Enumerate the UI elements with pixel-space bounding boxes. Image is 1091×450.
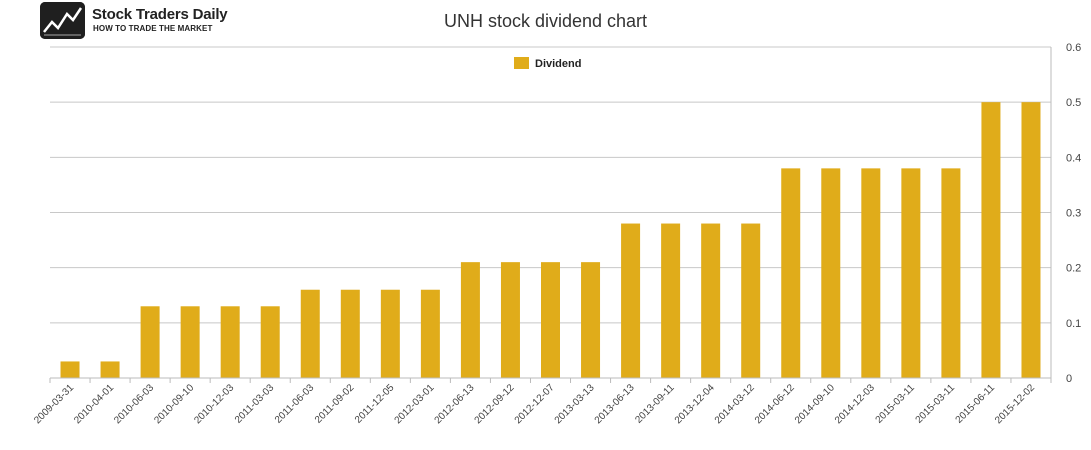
bar-dividend[interactable] [260, 306, 280, 378]
bar-dividend[interactable] [460, 262, 480, 378]
x-axis-ticks: 2009-03-312010-04-012010-06-032010-09-10… [32, 382, 1037, 426]
x-tick-label: 2014-12-03 [833, 382, 877, 426]
y-tick-label: 0 [1066, 373, 1072, 385]
x-tick-label: 2012-12-07 [513, 382, 557, 426]
bar-dividend[interactable] [901, 168, 921, 378]
bar-dividend[interactable] [180, 306, 200, 378]
bar-dividend[interactable] [781, 168, 801, 378]
bar-dividend[interactable] [100, 361, 120, 378]
x-tick-label: 2012-06-13 [433, 382, 477, 426]
y-tick-label: 0.3 [1066, 208, 1081, 220]
bar-dividend[interactable] [621, 223, 641, 378]
x-tick-label: 2013-03-13 [553, 382, 597, 426]
y-tick-label: 0.1 [1066, 318, 1081, 330]
bar-dividend[interactable] [741, 223, 761, 378]
stock-chart-icon [40, 2, 85, 39]
x-tick-label: 2009-03-31 [32, 382, 76, 426]
bar-dividend[interactable] [821, 168, 841, 378]
bar-dividend[interactable] [60, 361, 80, 378]
x-tick-label: 2010-09-10 [152, 382, 196, 426]
x-tick-label: 2011-03-03 [233, 382, 277, 426]
bar-dividend[interactable] [500, 262, 520, 378]
x-tick-label: 2012-03-01 [393, 382, 437, 426]
chart-bars [60, 102, 1041, 379]
chart-axes [49, 47, 1052, 383]
x-tick-label: 2011-12-05 [353, 382, 397, 426]
brand-tagline: HOW TO TRADE THE MARKET [93, 24, 213, 33]
bar-dividend[interactable] [981, 102, 1001, 379]
bar-dividend[interactable] [340, 289, 360, 378]
chart-legend[interactable]: Dividend [514, 57, 581, 70]
x-tick-label: 2013-06-13 [593, 382, 637, 426]
brand-name: Stock Traders Daily [92, 6, 228, 23]
x-tick-label: 2010-06-03 [112, 382, 156, 426]
bar-dividend[interactable] [861, 168, 881, 378]
x-tick-label: 2015-12-02 [993, 382, 1037, 426]
y-tick-label: 0.5 [1066, 97, 1081, 109]
x-tick-label: 2010-12-03 [192, 382, 236, 426]
x-tick-label: 2014-06-12 [753, 382, 797, 426]
y-tick-label: 0.6 [1066, 42, 1081, 54]
x-tick-label: 2015-06-11 [954, 382, 998, 426]
x-tick-label: 2015-03-11 [874, 382, 918, 426]
bar-dividend[interactable] [541, 262, 560, 378]
bar-dividend[interactable] [420, 289, 440, 378]
legend-swatch-dividend [514, 57, 529, 69]
x-tick-label: 2012-09-12 [473, 382, 517, 426]
bar-dividend[interactable] [661, 223, 681, 378]
bar-dividend[interactable] [581, 262, 601, 378]
bar-dividend[interactable] [140, 306, 160, 378]
y-axis-ticks: 0 0.1 0.2 0.3 0.4 0.5 0.6 [1066, 42, 1081, 385]
x-tick-label: 2013-12-04 [673, 382, 717, 426]
x-tick-label: 2014-09-10 [793, 382, 837, 426]
bar-dividend[interactable] [701, 223, 721, 378]
y-tick-label: 0.2 [1066, 263, 1081, 275]
x-tick-label: 2010-04-01 [72, 382, 116, 426]
bar-dividend[interactable] [220, 306, 240, 378]
x-tick-label: 2013-09-11 [633, 382, 677, 426]
legend-label-dividend: Dividend [535, 58, 581, 70]
x-tick-label: 2011-06-03 [273, 382, 317, 426]
x-tick-label: 2011-09-02 [313, 382, 357, 426]
bar-dividend[interactable] [941, 168, 961, 378]
x-tick-label: 2015-03-11 [914, 382, 958, 426]
brand-logo[interactable]: Stock Traders Daily HOW TO TRADE THE MAR… [40, 2, 240, 40]
bar-dividend[interactable] [300, 289, 320, 378]
chart-title: UNH stock dividend chart [443, 11, 648, 31]
bar-dividend[interactable] [380, 289, 400, 378]
x-tick-label: 2014-03-12 [713, 382, 757, 426]
bar-dividend[interactable] [1021, 102, 1041, 379]
y-tick-label: 0.4 [1066, 152, 1081, 164]
